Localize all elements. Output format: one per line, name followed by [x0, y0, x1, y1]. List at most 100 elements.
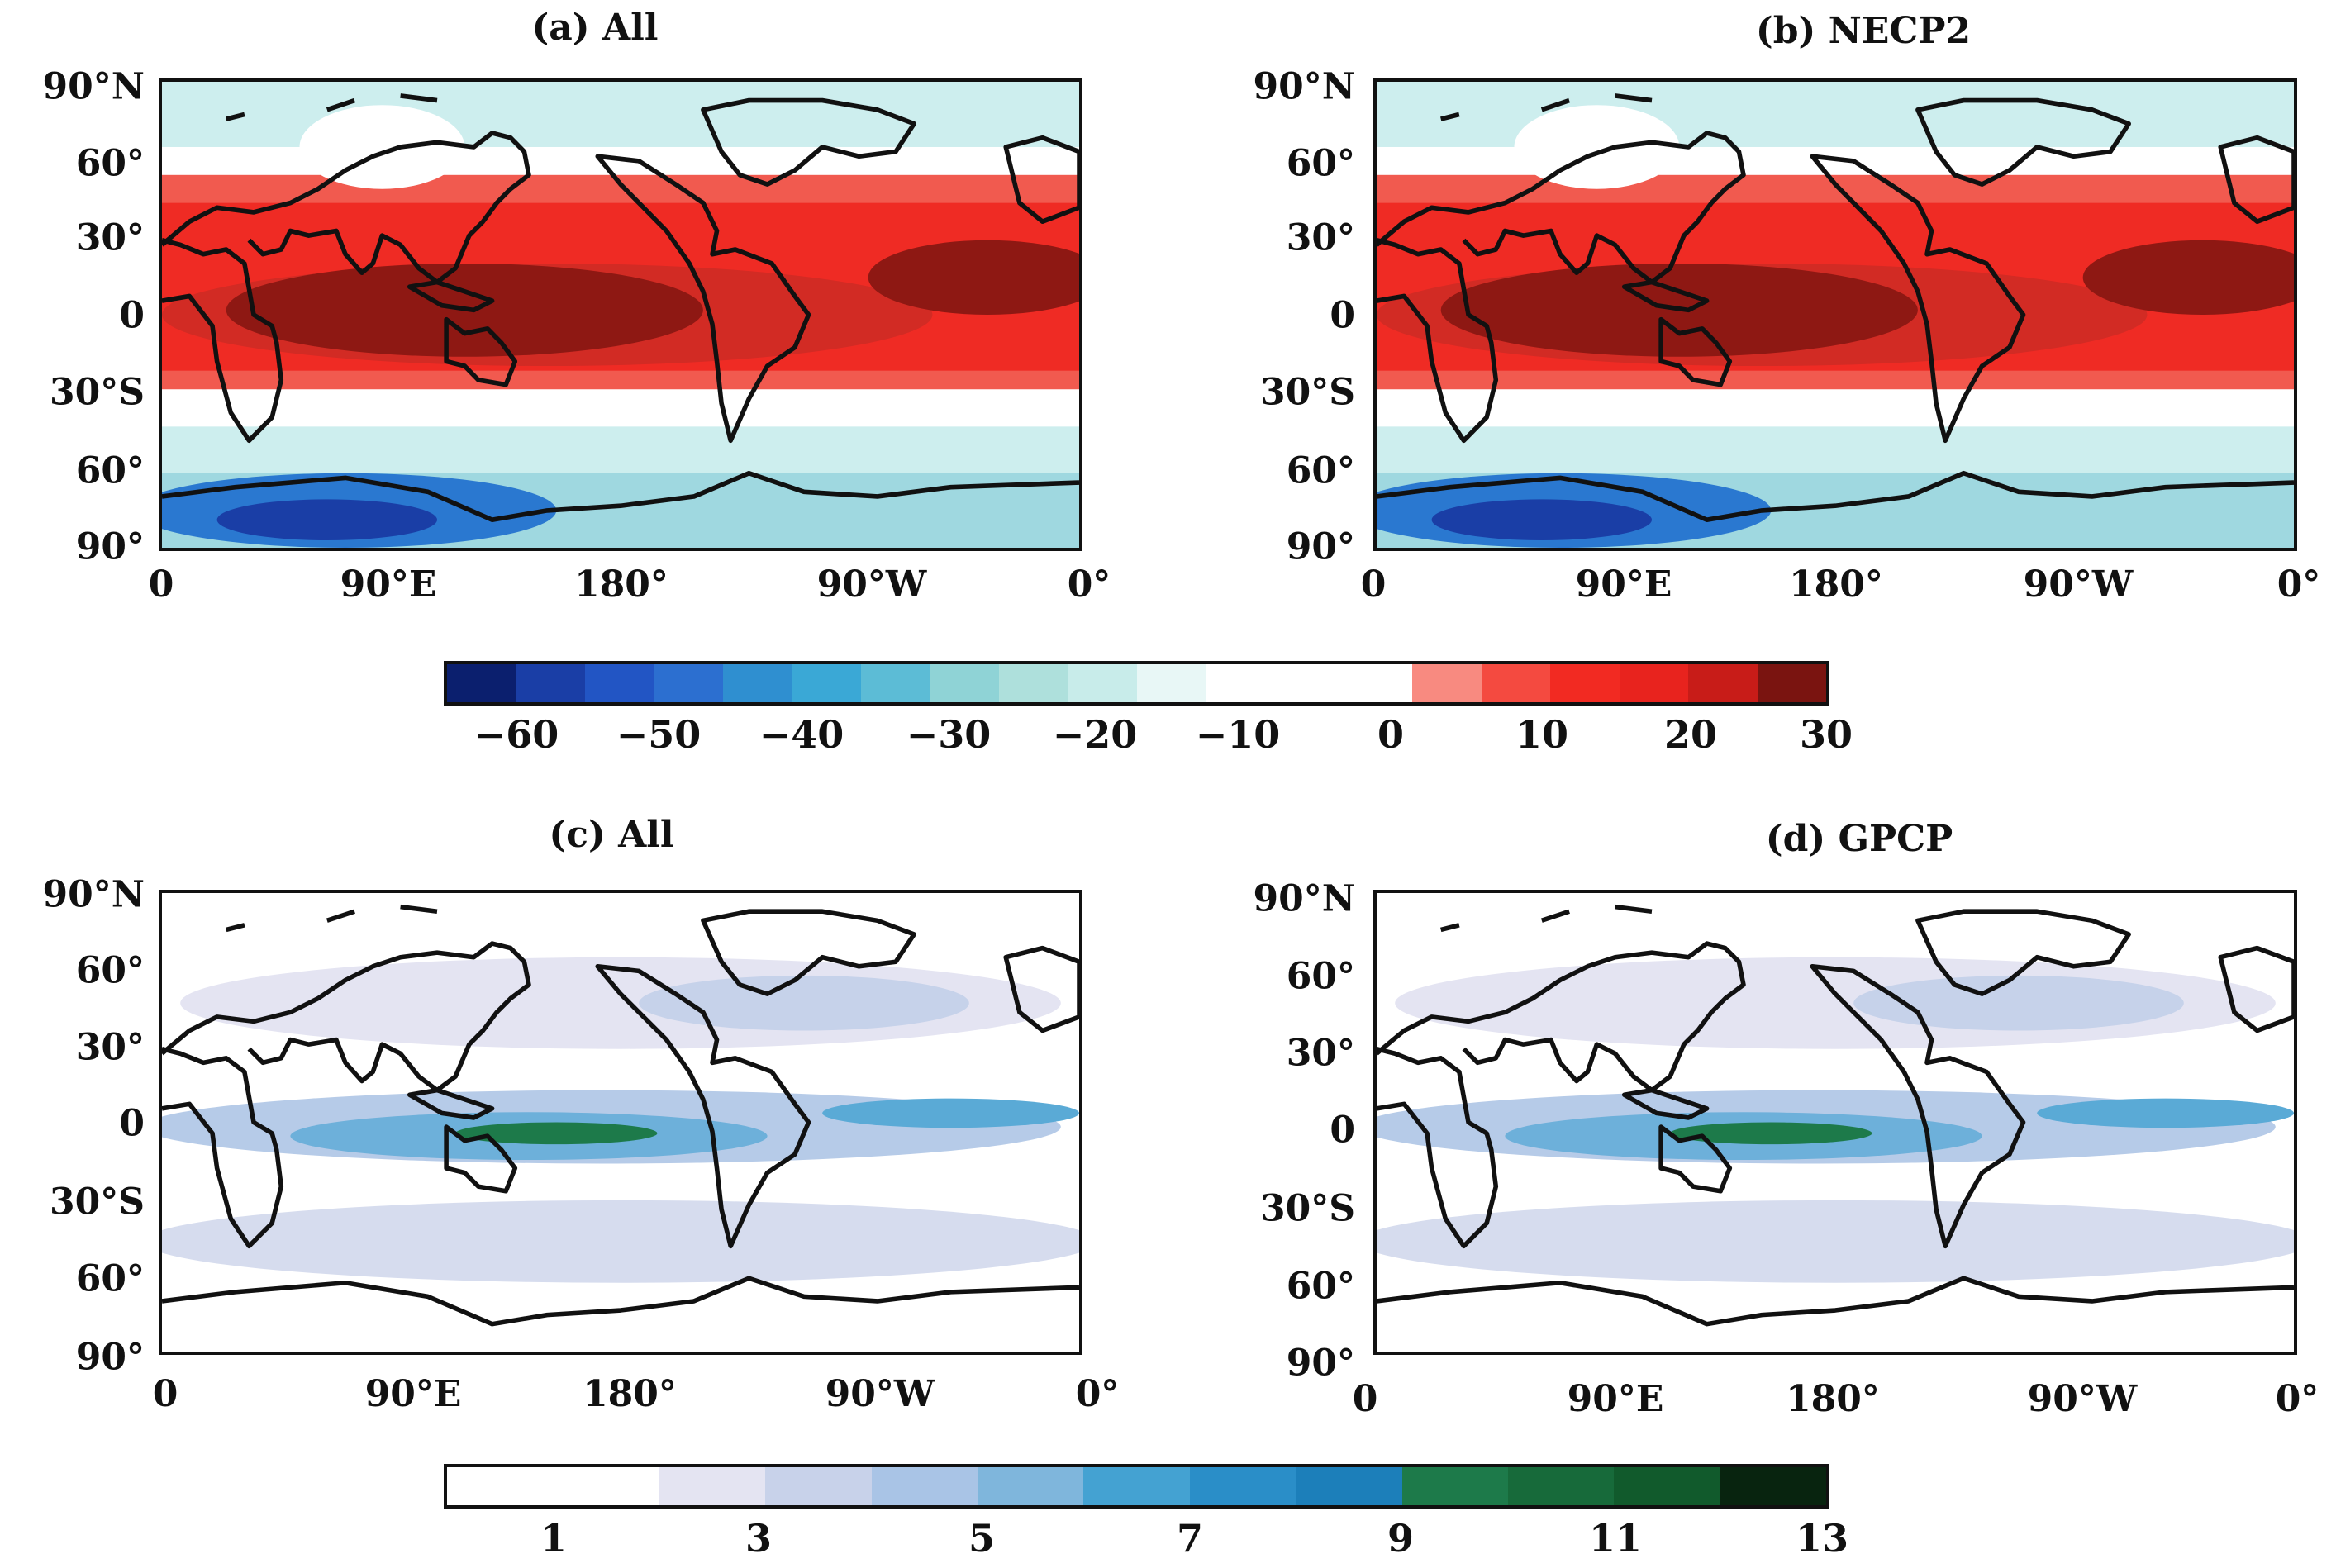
lat-label: 90°	[1286, 525, 1355, 568]
colorbar-tick-label: −10	[1195, 712, 1281, 757]
coastline	[407, 1087, 495, 1120]
coastline	[407, 279, 495, 313]
lon-label: 0°	[1075, 1373, 1120, 1415]
lon-label: 90°W	[825, 1373, 935, 1415]
colorbar-segment	[1688, 664, 1758, 702]
lat-label: 0	[119, 1102, 145, 1145]
precipitation-colorbar	[444, 1464, 1829, 1509]
colorbar-tick-label: −30	[906, 712, 992, 757]
colorbar-tick-label: 30	[1799, 712, 1853, 757]
lat-label: 90°	[75, 1336, 145, 1379]
colorbar-segment	[1083, 1467, 1190, 1505]
colorbar-tick-label: 5	[968, 1516, 996, 1561]
colorbar-tick-label: 1	[540, 1516, 568, 1561]
shading-region	[216, 499, 437, 540]
shading-region	[162, 1200, 1079, 1283]
shading-region	[822, 1098, 1079, 1128]
colorbar-segment	[1619, 664, 1689, 702]
colorbar-segment	[765, 1467, 872, 1505]
coastline	[226, 904, 438, 933]
lat-label: 90°	[75, 525, 145, 568]
shading-region	[1514, 105, 1680, 189]
colorbar-segment	[871, 1467, 978, 1505]
colorbar-segment	[1296, 1467, 1402, 1505]
map-panel-c	[159, 890, 1082, 1355]
shading-region	[1431, 499, 1652, 540]
colorbar-segment	[1720, 1467, 1827, 1505]
colorbar-segment	[654, 664, 723, 702]
colorbar-segment	[1205, 664, 1275, 702]
colorbar-segment	[1550, 664, 1620, 702]
colorbar-segment	[792, 664, 861, 702]
colorbar-segment	[447, 1467, 554, 1505]
colorbar-segment	[1412, 664, 1482, 702]
coastline	[162, 1047, 284, 1249]
lon-label: 0	[148, 563, 174, 606]
shading-region	[1377, 1200, 2294, 1283]
map-panel-a	[159, 78, 1082, 551]
map-panel-b	[1373, 78, 2297, 551]
coastline	[701, 97, 916, 187]
lat-label: 60°	[75, 949, 145, 992]
lat-label: 0	[1330, 294, 1355, 337]
lat-label: 0	[119, 294, 145, 337]
colorbar-segment	[1136, 664, 1206, 702]
lon-label: 180°	[1786, 1378, 1880, 1420]
colorbar-segment	[1401, 1467, 1508, 1505]
colorbar-segment	[516, 664, 585, 702]
coastline	[2218, 135, 2294, 225]
lat-label: 30°S	[1259, 371, 1355, 414]
coastline	[162, 1276, 1079, 1327]
coastline	[226, 93, 438, 121]
coastline	[2218, 945, 2294, 1033]
colorbar-tick-label: −50	[616, 712, 702, 757]
lat-label: 30°	[1286, 1032, 1355, 1075]
colorbar-segment	[998, 664, 1068, 702]
lon-label: 90°E	[340, 563, 437, 606]
lat-label: 30°S	[1259, 1187, 1355, 1230]
coastline	[1377, 470, 2294, 522]
colorbar-tick-label: 11	[1588, 1516, 1643, 1561]
colorbar-segment	[1343, 664, 1413, 702]
shading-region	[639, 975, 969, 1031]
coastline	[1621, 279, 1710, 313]
colorbar-tick-label: 0	[1377, 712, 1405, 757]
colorbar-segment	[722, 664, 792, 702]
lon-label: 90°E	[364, 1373, 462, 1415]
lat-label: 60°	[1286, 1265, 1355, 1308]
coastline	[1658, 316, 1733, 387]
panel-a-title: (a) All	[531, 7, 659, 49]
coastline	[1810, 154, 2026, 444]
lat-label: 90°N	[1253, 877, 1355, 920]
coastline	[1658, 1124, 1733, 1194]
colorbar-tick-label: 9	[1387, 1516, 1415, 1561]
lat-label: 90°	[1286, 1342, 1355, 1385]
panel-c-title: (c) All	[549, 814, 674, 856]
colorbar-tick-label: 20	[1663, 712, 1718, 757]
shading-region	[299, 105, 465, 189]
lon-label: 0	[152, 1373, 178, 1415]
lat-label: 60°	[75, 449, 145, 492]
map-panel-d	[1373, 890, 2297, 1355]
coastline	[444, 1124, 518, 1194]
lat-label: 90°N	[1253, 65, 1355, 108]
lon-label: 180°	[574, 563, 668, 606]
lat-label: 30°S	[49, 1181, 145, 1224]
colorbar-segment	[1507, 1467, 1615, 1505]
lon-label: 0°	[2275, 1378, 2319, 1420]
coastline	[595, 154, 811, 444]
colorbar-segment	[1481, 664, 1551, 702]
temperature-anomaly-map	[1377, 82, 2294, 548]
lon-label: 90°W	[816, 563, 927, 606]
coastline	[1377, 1047, 1499, 1249]
coastline	[444, 316, 518, 387]
colorbar-tick-label: 3	[745, 1516, 773, 1561]
coastline	[1377, 941, 1746, 1093]
lon-label: 90°W	[2027, 1378, 2138, 1420]
shading-region	[1853, 975, 2184, 1031]
temperature-anomaly-map	[162, 82, 1079, 548]
coastline	[595, 964, 811, 1249]
coastline	[1377, 1276, 2294, 1327]
colorbar-tick-label: −60	[473, 712, 559, 757]
panel-d-title: (d) GPCP	[1765, 818, 1953, 860]
